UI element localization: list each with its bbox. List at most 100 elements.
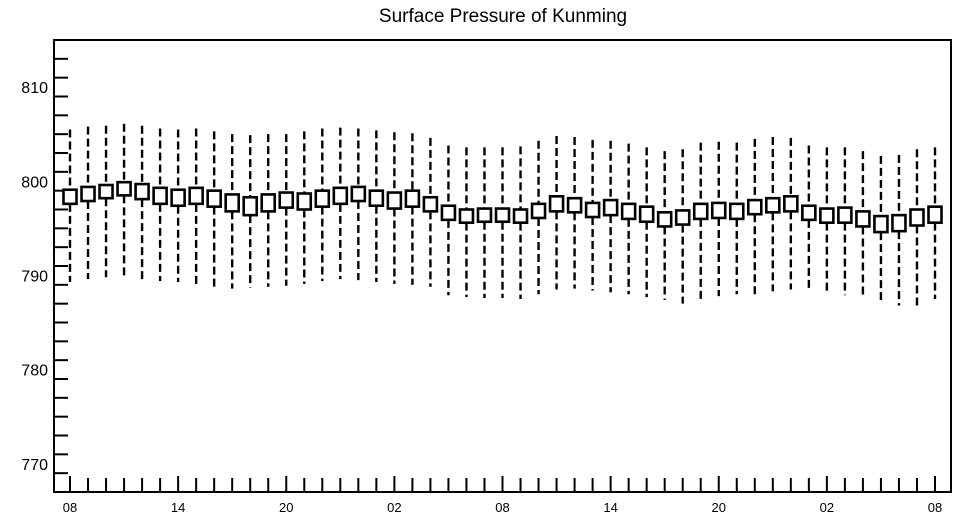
- box-46: [873, 155, 889, 301]
- box-3: [98, 125, 114, 278]
- box-35: [674, 149, 691, 304]
- box-body: [891, 213, 907, 233]
- box-body: [80, 185, 96, 203]
- box-body: [638, 205, 655, 224]
- x-tick-label: 14: [171, 500, 185, 515]
- box-27: [530, 140, 547, 295]
- box-10: [224, 134, 240, 289]
- box-38: [728, 142, 745, 295]
- box-34: [656, 151, 673, 300]
- box-body: [873, 214, 889, 234]
- box-13: [278, 134, 295, 286]
- box-21: [422, 137, 439, 287]
- box-body: [765, 196, 781, 214]
- box-body: [404, 189, 421, 208]
- box-body: [440, 204, 457, 222]
- box-body: [656, 211, 673, 228]
- box-body: [548, 195, 565, 213]
- box-23: [458, 147, 475, 298]
- plot-frame: [53, 39, 952, 493]
- box-9: [206, 131, 222, 288]
- box-41: [783, 137, 799, 290]
- box-44: [837, 147, 853, 296]
- box-body: [674, 209, 691, 226]
- box-22: [440, 145, 457, 296]
- box-body: [837, 206, 853, 224]
- x-tick-label: 08: [928, 500, 942, 515]
- box-body: [584, 201, 601, 219]
- box-26: [512, 146, 529, 299]
- box-4: [116, 123, 132, 278]
- box-body: [801, 204, 817, 222]
- box-45: [855, 151, 871, 298]
- box-5: [134, 125, 150, 280]
- box-47: [891, 154, 907, 306]
- box-body: [368, 189, 385, 208]
- box-body: [278, 191, 295, 209]
- box-body: [855, 210, 871, 228]
- box-40: [765, 136, 781, 292]
- box-body: [62, 188, 78, 206]
- box-body: [783, 195, 799, 213]
- box-body: [206, 189, 222, 208]
- x-tick-label: 02: [820, 500, 834, 515]
- box-body: [692, 202, 709, 221]
- box-7: [170, 129, 186, 283]
- box-body: [152, 186, 168, 206]
- box-body: [566, 196, 583, 214]
- box-25: [494, 147, 511, 299]
- box-8: [188, 128, 204, 285]
- box-body: [170, 188, 186, 208]
- box-28: [548, 136, 565, 290]
- box-body: [909, 208, 925, 227]
- box-32: [620, 143, 637, 295]
- box-body: [116, 180, 132, 197]
- box-17: [350, 128, 367, 281]
- box-body: [224, 193, 240, 213]
- box-1: [62, 129, 78, 283]
- box-body: [242, 195, 259, 217]
- box-body: [530, 202, 547, 220]
- boxes: [62, 123, 943, 306]
- box-body: [494, 207, 511, 224]
- box-body: [602, 198, 619, 217]
- box-body: [710, 201, 727, 220]
- box-body: [476, 207, 493, 224]
- box-48: [909, 149, 925, 306]
- x-tick-label: 20: [279, 500, 293, 515]
- y-tick-label: 770: [21, 457, 48, 474]
- box-43: [819, 147, 835, 294]
- y-tick-label: 790: [21, 268, 48, 285]
- box-42: [801, 145, 817, 289]
- box-body: [620, 202, 637, 221]
- y-axis: 770 780 790 800 810: [21, 39, 68, 493]
- x-axis: 08 14 20 02 08 14 20 02 08: [63, 476, 942, 515]
- box-body: [314, 189, 331, 208]
- x-tick-label: 20: [712, 500, 726, 515]
- box-33: [638, 147, 655, 298]
- box-body: [512, 208, 529, 224]
- box-body: [927, 205, 943, 224]
- box-body: [422, 195, 439, 213]
- box-body: [296, 192, 313, 211]
- x-tick-label: 14: [603, 500, 617, 515]
- box-body: [746, 198, 763, 216]
- box-2: [80, 126, 96, 280]
- box-body: [386, 191, 403, 210]
- box-body: [332, 186, 349, 206]
- box-49: [927, 147, 943, 299]
- box-30: [584, 139, 601, 291]
- box-body: [728, 202, 745, 221]
- x-tick-label: 02: [387, 500, 401, 515]
- box-37: [710, 141, 727, 297]
- box-14: [296, 131, 313, 284]
- box-18: [368, 130, 385, 283]
- box-24: [476, 147, 493, 299]
- y-tick-label: 800: [21, 174, 48, 191]
- box-31: [602, 140, 619, 293]
- box-body: [188, 186, 204, 206]
- box-16: [332, 127, 349, 280]
- chart-title: Surface Pressure of Kunming: [379, 6, 627, 27]
- x-tick-label: 08: [63, 500, 77, 515]
